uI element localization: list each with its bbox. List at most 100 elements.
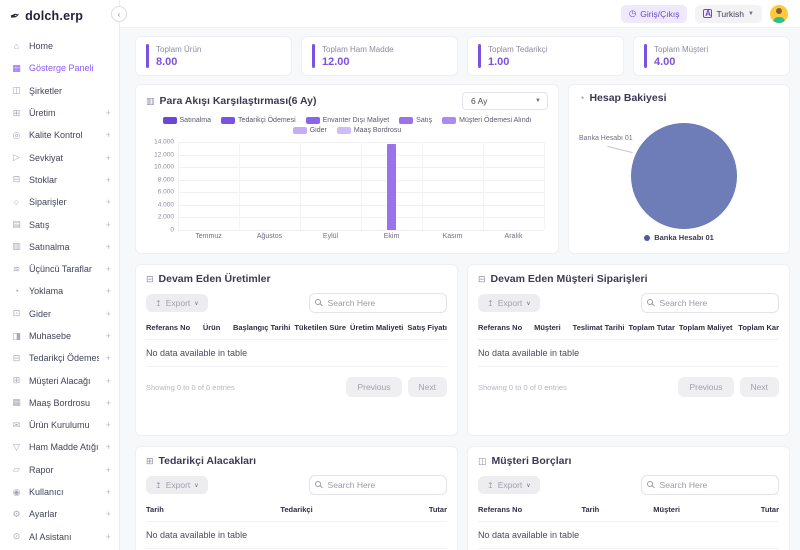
sidebar-item-label: Kullanıcı (29, 487, 64, 498)
expand-plus-icon[interactable]: + (105, 130, 111, 141)
sidebar-item-label: Satınalma (29, 241, 70, 252)
user-avatar[interactable] (770, 4, 788, 23)
expand-plus-icon[interactable]: + (105, 353, 111, 364)
expand-plus-icon[interactable]: + (105, 197, 111, 208)
legend-label: Envanter Dışı Maliyet (322, 117, 390, 124)
stat-label: Toplam Müşteri (654, 44, 709, 54)
expand-plus-icon[interactable]: + (105, 487, 111, 498)
user-icon: ◉ (12, 486, 21, 497)
search-icon (314, 299, 321, 305)
sidebar-item[interactable]: ◔ Yoklama + (0, 280, 119, 302)
table-card: ◫ Müşteri Borçları ↥ Export ∨ Referans N… (467, 446, 790, 550)
upload-icon: ↥ (155, 480, 162, 490)
sidebar-item[interactable]: ✉ Ürün Kurulumu + (0, 414, 119, 436)
cashflow-chart-card: ▥ Para Akışı Karşılaştırması(6 Ay) 6 Ay … (135, 84, 559, 254)
sidebar-nav: ⌂ Home ▦ Gösterge Paneli ◫ Şirketler ⊞ Ü… (0, 31, 119, 548)
sidebar-item[interactable]: ≋ Üçüncü Taraflar + (0, 258, 119, 280)
sidebar-item-label: Kalite Kontrol (29, 130, 83, 141)
search-input[interactable] (308, 293, 447, 313)
expand-plus-icon[interactable]: + (105, 375, 111, 386)
third-parties-icon: ≋ (12, 263, 21, 274)
expand-plus-icon[interactable]: + (105, 464, 111, 475)
sidebar-item[interactable]: ◉ Kullanıcı + (0, 481, 119, 503)
settings-icon: ⚙ (12, 508, 21, 519)
search-input[interactable] (308, 475, 447, 495)
export-button[interactable]: ↥ Export ∨ (478, 294, 540, 312)
sidebar-collapse-button[interactable]: ‹ (111, 6, 127, 22)
previous-button[interactable]: Previous (346, 377, 402, 397)
expand-plus-icon[interactable]: + (105, 219, 111, 230)
expand-plus-icon[interactable]: + (105, 174, 111, 185)
legend-swatch (442, 117, 457, 124)
sidebar-item[interactable]: ⊙ AI Asistanı + (0, 526, 119, 548)
sidebar-item[interactable]: ⚙ Ayarlar + (0, 503, 119, 525)
sidebar-item[interactable]: ⊡ Gider + (0, 303, 119, 325)
language-selector-button[interactable]: A Turkish ▼ (695, 4, 762, 23)
pie-slice (631, 123, 737, 229)
expand-plus-icon[interactable]: + (105, 420, 111, 431)
legend-label: Müşteri Ödemesi Alındı (459, 117, 532, 124)
purchasing-icon: ▥ (12, 241, 21, 252)
sidebar-item[interactable]: ⊞ Müşteri Alacağı + (0, 369, 119, 391)
previous-button[interactable]: Previous (678, 377, 734, 397)
sidebar-item[interactable]: ▦ Gösterge Paneli (0, 57, 119, 79)
login-logout-button[interactable]: ◷ Giriş/Çıkış (620, 4, 688, 23)
expand-plus-icon[interactable]: + (105, 152, 111, 163)
sidebar-item[interactable]: ▷ Sevkiyat + (0, 146, 119, 168)
chevron-down-icon: ∨ (194, 300, 199, 307)
orders-icon: ○ (13, 197, 20, 208)
export-button[interactable]: ↥ Export ∨ (478, 476, 540, 494)
clock-icon: ◷ (628, 8, 637, 18)
period-select[interactable]: 6 Ay ▼ (462, 92, 548, 110)
expense-icon: ⊡ (12, 308, 21, 319)
sidebar-item[interactable]: ⊞ Üretim + (0, 102, 119, 124)
expand-plus-icon[interactable]: + (105, 241, 111, 252)
stat-label: Toplam Ham Madde (322, 44, 394, 54)
column-header: Ürün (202, 323, 221, 332)
next-button[interactable]: Next (407, 377, 447, 397)
expand-plus-icon[interactable]: + (105, 308, 111, 319)
expand-plus-icon[interactable]: + (105, 286, 111, 297)
next-button[interactable]: Next (739, 377, 779, 397)
bar-Satış (387, 143, 396, 230)
chevron-down-icon: ▼ (748, 10, 754, 17)
attendance-icon: ◔ (13, 286, 20, 297)
expand-plus-icon[interactable]: + (105, 108, 111, 119)
legend-label: Maaş Bordrosu (353, 127, 402, 134)
sidebar-item[interactable]: ▥ Satınalma + (0, 236, 119, 258)
search-input[interactable] (640, 475, 779, 495)
sidebar-item[interactable]: ⊟ Tedarikçi Ödemesi + (0, 347, 119, 369)
sidebar-item[interactable]: ▦ Maaş Bordrosu + (0, 392, 119, 414)
sidebar-item[interactable]: ◎ Kalite Kontrol + (0, 124, 119, 146)
stat-label: Toplam Tedarikçi (488, 44, 548, 54)
expand-plus-icon[interactable]: + (105, 331, 111, 341)
translate-icon: A (703, 9, 713, 18)
logo[interactable]: ✒ dolch.erp (0, 0, 119, 31)
expand-plus-icon[interactable]: + (105, 442, 111, 453)
sidebar-item[interactable]: ⊟ Stoklar + (0, 169, 119, 191)
expand-plus-icon[interactable]: + (105, 264, 111, 275)
person-icon: ◫ (478, 455, 487, 466)
showing-entries-text: Showing 0 to 0 of 0 entries (146, 382, 235, 392)
sidebar-item[interactable]: ⌂ Home (0, 35, 119, 57)
legend-item: Maaş Bordrosu (336, 127, 402, 134)
legend-label: Satış (416, 117, 433, 124)
sidebar-item[interactable]: ◨ Muhasebe + (0, 325, 119, 347)
expand-plus-icon[interactable]: + (105, 509, 111, 520)
search-input[interactable] (640, 293, 779, 313)
expand-plus-icon[interactable]: + (105, 531, 111, 542)
table-card: ⊟ Devam Eden Müşteri Siparişleri ↥ Expor… (467, 264, 790, 436)
export-button[interactable]: ↥ Export ∨ (146, 294, 208, 312)
gridline-vertical (178, 142, 179, 230)
clock-icon: ◔ (579, 93, 585, 103)
expand-plus-icon[interactable]: + (105, 397, 111, 408)
chevron-down-icon: ▼ (535, 98, 541, 104)
sidebar-item[interactable]: ○ Siparişler + (0, 191, 119, 213)
sidebar-item-label: Sevkiyat (29, 152, 64, 163)
sidebar-item[interactable]: ◫ Şirketler (0, 80, 119, 102)
home-icon: ⌂ (13, 41, 20, 52)
sidebar-item[interactable]: ▱ Rapor + (0, 459, 119, 481)
export-button[interactable]: ↥ Export ∨ (146, 476, 208, 494)
sidebar-item[interactable]: ▽ Ham Madde Atığı + (0, 436, 119, 458)
sidebar-item[interactable]: ▤ Satış + (0, 213, 119, 235)
